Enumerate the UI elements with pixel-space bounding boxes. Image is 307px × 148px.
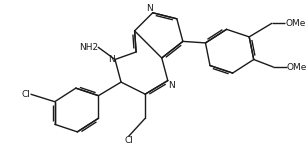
Text: OMe: OMe [286, 19, 306, 28]
Text: OMe: OMe [287, 63, 307, 71]
Text: NH2: NH2 [79, 43, 99, 52]
Text: Cl: Cl [124, 136, 133, 145]
Text: N: N [146, 4, 153, 13]
Text: Cl: Cl [22, 90, 31, 99]
Text: N: N [168, 81, 175, 90]
Text: N: N [108, 55, 115, 64]
